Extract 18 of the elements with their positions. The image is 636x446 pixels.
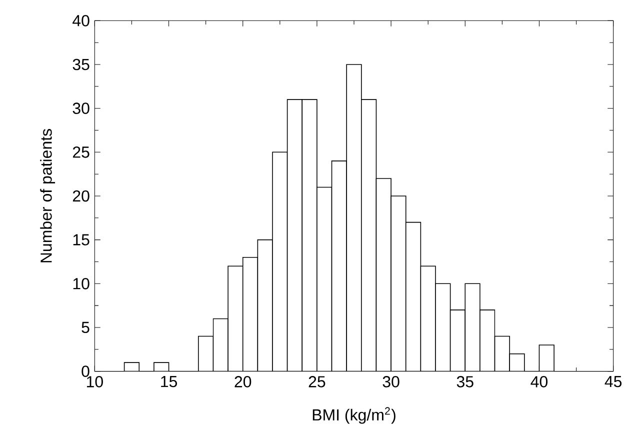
y-tick-label: 15 [73, 234, 90, 246]
x-axis-title: BMI (kg/m$^{2}$) [312, 407, 396, 424]
y-tick-label: 20 [72, 190, 90, 202]
y-tick-label: 5 [82, 322, 90, 334]
y-tick-label: 25 [72, 146, 90, 158]
x-tick-label: 30 [382, 376, 400, 388]
x-tick-label: 35 [456, 376, 474, 388]
x-tick-label: 20 [234, 376, 252, 388]
y-tick-label: 40 [72, 15, 90, 26]
y-tick-label: 0 [82, 366, 90, 377]
y-tick-label: 30 [72, 102, 90, 114]
y-axis-title: Number of patients [40, 129, 56, 262]
y-tick-label: 10 [73, 278, 90, 290]
x-tick-label: 25 [308, 376, 326, 388]
x-tick-label: 45 [604, 376, 622, 388]
x-tick-label: 15 [161, 376, 177, 388]
y-tick-label: 35 [72, 58, 90, 70]
x-tick-label: 40 [530, 376, 548, 388]
